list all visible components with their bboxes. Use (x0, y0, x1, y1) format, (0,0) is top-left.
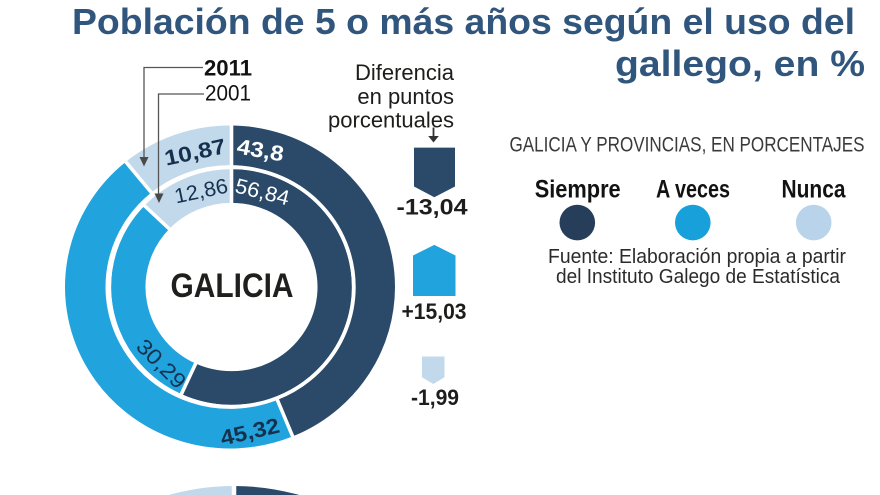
svg-text:-1,99: -1,99 (411, 385, 459, 410)
svg-text:+15,03: +15,03 (402, 299, 467, 324)
svg-text:en puntos: en puntos (357, 84, 454, 109)
svg-text:Población de 5 o más años segú: Población de 5 o más años según el uso d… (72, 1, 855, 42)
svg-text:Siempre: Siempre (535, 175, 621, 203)
svg-text:Nunca: Nunca (782, 175, 847, 203)
svg-text:GALICIA: GALICIA (171, 267, 294, 305)
svg-text:porcentuales: porcentuales (328, 108, 454, 133)
svg-text:Fuente: Elaboración propia a p: Fuente: Elaboración propia a partir (548, 246, 846, 268)
svg-text:gallego, en %: gallego, en % (615, 43, 865, 84)
svg-text:Diferencia: Diferencia (355, 60, 455, 85)
svg-text:A veces: A veces (656, 175, 730, 203)
svg-text:-13,04: -13,04 (397, 195, 469, 220)
svg-text:del Instituto Galego de Estatí: del Instituto Galego de Estatística (556, 266, 841, 288)
svg-text:GALICIA Y PROVINCIAS, EN PORCE: GALICIA Y PROVINCIAS, EN PORCENTAJES (510, 134, 865, 157)
svg-text:2011: 2011 (204, 56, 252, 81)
svg-text:2001: 2001 (205, 81, 251, 106)
